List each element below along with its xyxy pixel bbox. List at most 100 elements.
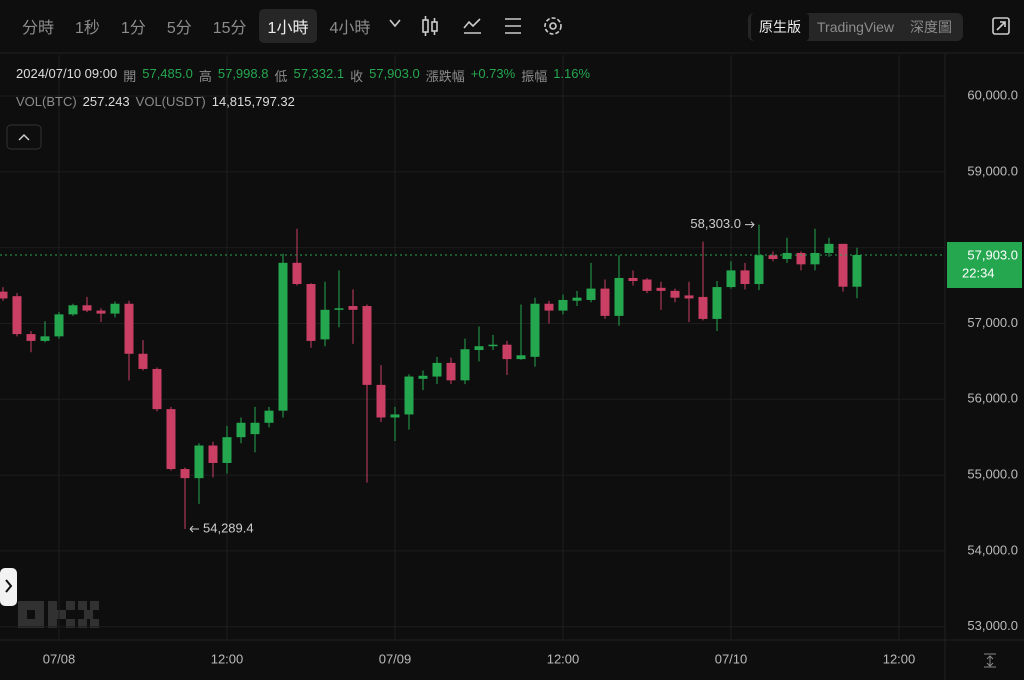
datetime: 2024/07/10 09:00 xyxy=(16,66,118,81)
candle-body xyxy=(250,422,260,435)
view-switch: 原生版 TradingView 深度圖 xyxy=(748,13,964,41)
candle-body xyxy=(712,287,722,319)
y-tick-label: 56,000.0 xyxy=(967,391,1018,406)
last-price-box xyxy=(947,242,1022,289)
candle-body xyxy=(684,295,694,299)
interval-tab[interactable]: 1小時 xyxy=(258,9,318,43)
candle-body xyxy=(460,349,470,381)
field-value: 57,332.1 xyxy=(293,66,345,81)
x-tick-label: 07/10 xyxy=(715,651,748,666)
volume-label: VOL(USDT) xyxy=(135,94,206,109)
collapse-button[interactable] xyxy=(6,124,42,150)
candle-body xyxy=(124,303,134,354)
x-tick-label: 12:00 xyxy=(547,651,580,666)
candle-body xyxy=(54,314,64,337)
interval-tab[interactable]: 1秒 xyxy=(75,20,100,37)
field-value: 57,903.0 xyxy=(369,66,420,81)
candle-body xyxy=(488,344,498,347)
side-toggle-icon xyxy=(5,579,13,593)
candle-body xyxy=(264,410,274,423)
candle-body xyxy=(782,252,792,260)
indicator-icon[interactable] xyxy=(463,18,481,34)
y-tick-label: 60,000.0 xyxy=(967,87,1018,102)
dropdown-icon[interactable] xyxy=(389,19,401,28)
volume-label: VOL(BTC) xyxy=(16,94,77,109)
candle-body xyxy=(740,270,750,285)
candle-body xyxy=(572,297,582,301)
candle-body xyxy=(642,279,652,291)
candle-body xyxy=(446,362,456,381)
candle-body xyxy=(180,469,190,479)
volume-info: VOL(BTC) 257.243 VOL(USDT) 14,815,797.32 xyxy=(16,94,295,109)
candle-body xyxy=(208,445,218,463)
interval-tab[interactable]: 分時 xyxy=(22,20,55,37)
x-tick-label: 07/09 xyxy=(379,651,412,666)
field-label: 收 xyxy=(350,69,364,84)
field-value: +0.73% xyxy=(470,66,516,81)
candle-body xyxy=(320,309,330,340)
interval-tab[interactable]: 5分 xyxy=(166,20,192,37)
candle-body xyxy=(404,376,414,415)
candle-body xyxy=(838,243,848,287)
candle-body xyxy=(306,284,316,341)
candle-body xyxy=(754,255,764,285)
scale-icon[interactable] xyxy=(984,653,996,668)
toolbar: 分時 1秒 1分 5分 15分 1小時 4小時 原生版 TradingView 深度圖 xyxy=(0,0,1024,52)
high-annotation: 58,303.0 xyxy=(690,216,741,231)
low-annotation: 54,289.4 xyxy=(203,520,254,535)
side-toggle[interactable] xyxy=(0,568,17,606)
field-label: 高 xyxy=(198,69,212,84)
candle-body xyxy=(796,252,806,265)
candle-body xyxy=(768,255,778,260)
y-tick-label: 55,000.0 xyxy=(967,467,1018,482)
candle-body xyxy=(726,270,736,288)
field-label: 開 xyxy=(123,69,137,84)
interval-tabs: 分時 1秒 1分 5分 15分 1小時 4小時 xyxy=(10,9,379,43)
candle-body xyxy=(628,277,638,282)
list-icon[interactable] xyxy=(505,18,521,34)
candle-body xyxy=(82,305,92,311)
settings-icon[interactable] xyxy=(549,22,557,30)
y-tick-label: 59,000.0 xyxy=(967,163,1018,178)
field-value: 57,485.0 xyxy=(142,66,193,81)
candle-body xyxy=(670,290,680,298)
field-value: 1.16% xyxy=(553,66,591,81)
candle-body xyxy=(432,362,442,377)
interval-tab[interactable]: 4小時 xyxy=(329,20,371,37)
candle-body xyxy=(474,346,484,351)
fullscreen-icon[interactable] xyxy=(992,17,1010,35)
candle-body xyxy=(292,262,302,285)
field-label: 振幅 xyxy=(521,69,548,84)
x-tick-label: 12:00 xyxy=(211,651,244,666)
candle-body xyxy=(278,262,288,411)
x-tick-label: 07/08 xyxy=(43,651,76,666)
candle-body xyxy=(110,303,120,314)
candle-body xyxy=(614,277,624,316)
view-tab[interactable]: 原生版 xyxy=(751,13,809,41)
candle-body xyxy=(376,384,386,418)
candle-body xyxy=(40,336,50,341)
candle-body xyxy=(236,422,246,438)
interval-tab[interactable]: 1分 xyxy=(120,20,146,37)
field-label: 漲跌幅 xyxy=(425,69,465,84)
candle-body xyxy=(12,296,22,335)
collapse-icon xyxy=(18,133,30,141)
field-value: 57,998.8 xyxy=(217,66,269,81)
volume-value: 257.243 xyxy=(82,94,130,109)
candle-body xyxy=(600,288,610,316)
candle-body xyxy=(348,306,358,310)
candle-body xyxy=(810,252,820,265)
view-tab[interactable]: TradingView xyxy=(817,19,895,35)
candle-body xyxy=(152,368,162,410)
view-tab[interactable]: 深度圖 xyxy=(910,19,953,35)
candle-body xyxy=(530,303,540,357)
logo xyxy=(18,601,99,628)
candle-body xyxy=(138,353,148,369)
candle-body xyxy=(586,288,596,300)
candle-body xyxy=(68,305,78,315)
interval-tab[interactable]: 15分 xyxy=(212,20,247,37)
candle-body xyxy=(516,355,526,360)
candle-body xyxy=(222,437,232,463)
tool-icons xyxy=(389,16,1010,36)
